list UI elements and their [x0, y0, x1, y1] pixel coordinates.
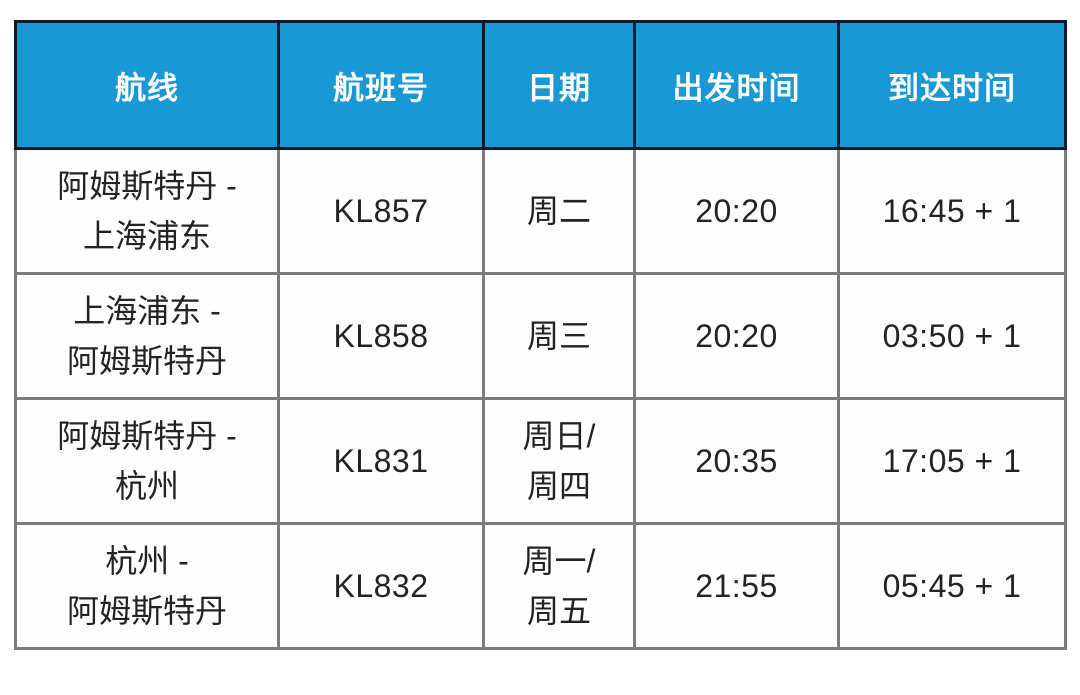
- flight-schedule-table: 航线 航班号 日期 出发时间 到达时间 阿姆斯特丹 - 上海浦东 KL857 周…: [14, 20, 1067, 650]
- route-line-2: 上海浦东: [82, 218, 211, 254]
- route-cell: 阿姆斯特丹 - 杭州: [14, 397, 280, 525]
- date-line-1: 周三: [526, 318, 591, 354]
- route-cell: 阿姆斯特丹 - 上海浦东: [14, 147, 280, 275]
- header-row: 航线 航班号 日期 出发时间 到达时间: [14, 20, 1067, 150]
- departure-time-cell: 21:55: [633, 522, 840, 650]
- departure-time-cell: 20:35: [633, 397, 840, 525]
- flight-number-cell: KL832: [277, 522, 485, 650]
- table-row: 阿姆斯特丹 - 杭州 KL831 周日/ 周四 20:35 17:05 + 1: [14, 397, 1067, 525]
- date-cell: 周二: [482, 147, 636, 275]
- date-line-1: 周一/: [522, 543, 596, 579]
- arrival-time-cell: 16:45 + 1: [837, 147, 1067, 275]
- table-body: 阿姆斯特丹 - 上海浦东 KL857 周二 20:20 16:45 + 1 上海…: [14, 147, 1067, 650]
- date-line-1: 周二: [526, 193, 591, 229]
- col-header-arrival-time: 到达时间: [837, 20, 1067, 150]
- departure-time-cell: 20:20: [633, 147, 840, 275]
- route-line-2: 杭州: [114, 468, 179, 504]
- arrival-time-cell: 05:45 + 1: [837, 522, 1067, 650]
- date-line-1: 周日/: [522, 418, 596, 454]
- route-line-1: 杭州 -: [105, 543, 189, 579]
- route-line-1: 阿姆斯特丹 -: [57, 168, 237, 204]
- flight-number-cell: KL831: [277, 397, 485, 525]
- route-line-2: 阿姆斯特丹: [66, 593, 227, 629]
- date-cell: 周日/ 周四: [482, 397, 636, 525]
- route-line-1: 阿姆斯特丹 -: [57, 418, 237, 454]
- col-header-route: 航线: [14, 20, 280, 150]
- col-header-flight-number: 航班号: [277, 20, 485, 150]
- route-line-1: 上海浦东 -: [73, 293, 221, 329]
- route-cell: 上海浦东 - 阿姆斯特丹: [14, 272, 280, 400]
- arrival-time-cell: 17:05 + 1: [837, 397, 1067, 525]
- arrival-time-cell: 03:50 + 1: [837, 272, 1067, 400]
- table-row: 阿姆斯特丹 - 上海浦东 KL857 周二 20:20 16:45 + 1: [14, 147, 1067, 275]
- date-line-2: 周五: [526, 593, 591, 629]
- table-row: 上海浦东 - 阿姆斯特丹 KL858 周三 20:20 03:50 + 1: [14, 272, 1067, 400]
- route-cell: 杭州 - 阿姆斯特丹: [14, 522, 280, 650]
- col-header-departure-time: 出发时间: [633, 20, 840, 150]
- table-row: 杭州 - 阿姆斯特丹 KL832 周一/ 周五 21:55 05:45 + 1: [14, 522, 1067, 650]
- date-line-2: 周四: [526, 468, 591, 504]
- col-header-date: 日期: [482, 20, 636, 150]
- flight-number-cell: KL858: [277, 272, 485, 400]
- departure-time-cell: 20:20: [633, 272, 840, 400]
- date-cell: 周三: [482, 272, 636, 400]
- table-header: 航线 航班号 日期 出发时间 到达时间: [14, 20, 1067, 150]
- date-cell: 周一/ 周五: [482, 522, 636, 650]
- flight-number-cell: KL857: [277, 147, 485, 275]
- route-line-2: 阿姆斯特丹: [66, 343, 227, 379]
